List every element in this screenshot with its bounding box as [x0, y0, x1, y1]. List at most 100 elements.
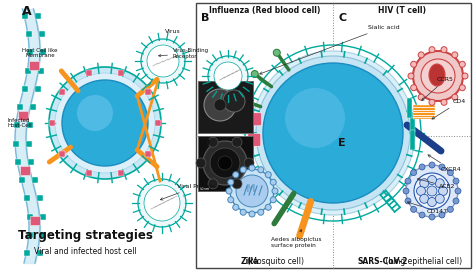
Circle shape	[419, 194, 428, 203]
FancyBboxPatch shape	[20, 166, 31, 176]
Bar	[25, 68, 31, 74]
Circle shape	[438, 186, 447, 195]
Bar	[19, 177, 25, 183]
Circle shape	[452, 94, 458, 100]
Circle shape	[439, 212, 445, 218]
Circle shape	[429, 162, 435, 168]
Circle shape	[208, 179, 218, 189]
Circle shape	[419, 164, 425, 170]
Text: Host Cell like
Membrane: Host Cell like Membrane	[22, 48, 58, 58]
Circle shape	[453, 198, 459, 204]
Circle shape	[421, 59, 455, 93]
Circle shape	[453, 178, 459, 184]
Circle shape	[240, 167, 246, 173]
Circle shape	[459, 85, 465, 91]
Circle shape	[214, 62, 242, 90]
Circle shape	[232, 179, 242, 189]
Bar	[407, 98, 411, 118]
Bar	[38, 68, 45, 74]
Bar	[410, 130, 415, 150]
Bar	[145, 89, 151, 95]
Bar	[32, 177, 38, 183]
Bar	[13, 141, 19, 147]
Circle shape	[240, 209, 246, 215]
Circle shape	[405, 178, 411, 184]
Bar	[27, 214, 33, 220]
Circle shape	[285, 88, 345, 148]
Circle shape	[429, 47, 435, 53]
Circle shape	[418, 52, 424, 58]
Bar	[198, 81, 253, 133]
Circle shape	[270, 197, 276, 203]
Circle shape	[263, 63, 403, 203]
Bar	[35, 86, 40, 92]
Text: B: B	[201, 13, 210, 23]
Bar	[118, 170, 124, 176]
Text: CD147: CD147	[407, 202, 448, 214]
Circle shape	[244, 158, 254, 168]
Text: A: A	[22, 5, 32, 18]
Circle shape	[236, 175, 268, 207]
Circle shape	[147, 45, 179, 77]
Circle shape	[419, 212, 425, 218]
Bar	[413, 105, 435, 119]
Circle shape	[138, 179, 186, 227]
Text: 50nm: 50nm	[200, 187, 210, 191]
Text: (Mosquito cell): (Mosquito cell)	[245, 256, 304, 266]
Text: D: D	[201, 137, 210, 147]
Circle shape	[251, 51, 415, 215]
Text: Influenza (Red blood cell): Influenza (Red blood cell)	[209, 5, 320, 15]
Bar	[39, 214, 46, 220]
Circle shape	[429, 214, 435, 220]
Circle shape	[210, 148, 240, 178]
Bar	[86, 170, 91, 176]
Bar	[14, 122, 20, 128]
Circle shape	[406, 165, 458, 217]
Text: CXCR4: CXCR4	[428, 155, 462, 172]
Bar	[27, 50, 33, 56]
Text: Aedes albopictus
surface protein: Aedes albopictus surface protein	[271, 230, 321, 248]
Bar	[24, 195, 30, 201]
Circle shape	[141, 39, 185, 83]
Bar	[22, 13, 28, 19]
Circle shape	[214, 99, 226, 111]
Circle shape	[218, 156, 232, 170]
Ellipse shape	[429, 64, 445, 86]
Bar	[15, 159, 21, 165]
Text: Infected
Host-Cell: Infected Host-Cell	[8, 118, 33, 128]
Text: ACE2: ACE2	[418, 178, 456, 189]
Circle shape	[204, 89, 236, 121]
Circle shape	[452, 52, 458, 58]
Bar	[118, 70, 124, 76]
Bar	[37, 250, 43, 256]
Text: CD4: CD4	[432, 99, 466, 119]
Circle shape	[435, 194, 444, 203]
Circle shape	[447, 170, 454, 176]
Text: (lung epithelial cell): (lung epithelial cell)	[383, 256, 462, 266]
Circle shape	[414, 173, 450, 209]
Bar	[198, 136, 253, 191]
Bar	[145, 151, 151, 157]
Circle shape	[196, 158, 206, 168]
Circle shape	[237, 96, 245, 103]
Bar	[36, 195, 43, 201]
Circle shape	[258, 167, 264, 173]
FancyBboxPatch shape	[19, 111, 29, 121]
Bar	[86, 70, 91, 76]
Bar	[26, 141, 32, 147]
FancyBboxPatch shape	[29, 62, 39, 70]
Circle shape	[249, 165, 255, 171]
Circle shape	[230, 169, 274, 213]
Circle shape	[410, 170, 417, 176]
FancyBboxPatch shape	[30, 217, 40, 225]
Bar	[40, 50, 46, 56]
Bar	[35, 13, 41, 19]
Circle shape	[203, 141, 247, 185]
Text: HIV (T cell): HIV (T cell)	[378, 5, 426, 15]
Circle shape	[405, 198, 411, 204]
Circle shape	[419, 179, 428, 188]
Text: Targeting strategies: Targeting strategies	[18, 230, 153, 243]
Circle shape	[273, 49, 280, 56]
Circle shape	[270, 179, 276, 185]
Circle shape	[417, 186, 426, 195]
